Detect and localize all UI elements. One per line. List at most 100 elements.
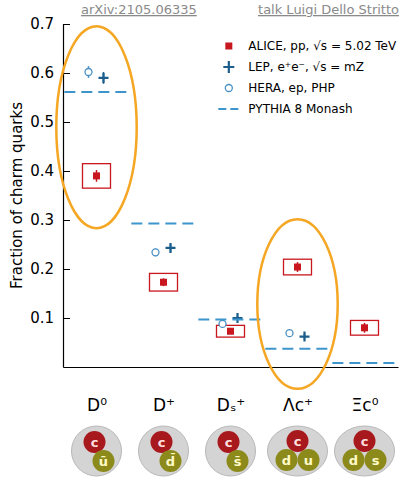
y-tick-mark: [63, 269, 70, 270]
x-tick: D⁺: [153, 367, 175, 415]
legend-label: PYTHIA 8 Monash: [248, 102, 352, 116]
y-tick-label: 0.3: [30, 211, 54, 229]
hadron-blob: [268, 426, 328, 476]
marker: [166, 243, 176, 253]
legend-icon: [225, 85, 232, 92]
marker: [160, 279, 167, 286]
marker: [93, 172, 100, 179]
x-tick-label: Ξc⁰: [352, 395, 379, 415]
y-tick-mark: [63, 171, 70, 172]
highlight-ellipse: [257, 219, 337, 389]
y-tick: 0.1: [30, 309, 70, 327]
x-tick-label: D⁺: [153, 395, 175, 415]
series: [64, 92, 396, 363]
syst-box: [284, 259, 312, 275]
hadron-blob: [335, 426, 395, 476]
quark-label: s: [372, 453, 380, 468]
x-tick: Dₛ⁺: [217, 367, 245, 415]
x-tick: Λc⁺: [283, 367, 313, 415]
marker: [300, 332, 310, 342]
marker: [294, 264, 301, 271]
y-tick: 0.2: [30, 260, 70, 278]
x-tick: Ξc⁰: [352, 367, 379, 415]
y-tick-label: 0.4: [30, 162, 54, 180]
hadron: cds: [335, 426, 395, 476]
x-tick-label: Dₛ⁺: [217, 395, 245, 415]
highlight-ellipse: [56, 26, 136, 228]
legend-icon: [218, 108, 240, 110]
highlights: [56, 26, 337, 389]
legend-entry: PYTHIA 8 Monash: [218, 102, 352, 116]
x-axis: D⁰ D⁺ Dₛ⁺ Λc⁺ Ξc⁰: [64, 367, 399, 415]
quark: [365, 449, 387, 471]
syst-box: [150, 273, 178, 291]
quark: [160, 450, 182, 472]
quark-label: c: [361, 434, 369, 449]
y-tick: 0.4: [30, 162, 70, 180]
quark: [354, 430, 376, 452]
quark-label: c: [294, 434, 302, 449]
quark-label: c: [91, 435, 99, 450]
quark: [84, 431, 106, 453]
legend-icon: [223, 61, 234, 73]
y-tick-mark: [63, 24, 70, 25]
quark: [93, 450, 115, 472]
hadron: cs̄: [206, 426, 256, 476]
x-axis-line: [64, 367, 399, 368]
syst-box: [83, 164, 111, 189]
quark: [151, 431, 173, 453]
model-line: [265, 348, 329, 350]
legend-label: ALICE, pp, √s = 5.02 TeV: [248, 39, 397, 53]
y-tick-label: 0.7: [30, 15, 54, 33]
quark-label: c: [225, 435, 233, 450]
hadron: cdu: [268, 426, 328, 476]
quark: [343, 449, 365, 471]
credit: talk Luigi Dello Stritto: [258, 2, 399, 17]
y-tick: 0.7: [30, 15, 70, 33]
y-tick-mark: [63, 220, 70, 221]
hadron: cū: [72, 426, 122, 476]
quark-label: s̄: [234, 454, 242, 469]
quark-label: c: [158, 435, 166, 450]
chart: arXiv:2105.06335 talk Luigi Dello Stritto…: [0, 0, 405, 483]
y-axis-line: [63, 25, 64, 368]
quark: [298, 449, 320, 471]
quark: [287, 430, 309, 452]
quark: [227, 450, 249, 472]
marker: [152, 249, 159, 256]
marks: [64, 66, 396, 363]
hadron: cd̄: [139, 426, 189, 476]
y-tick: 0.3: [30, 211, 70, 229]
y-tick-label: 0.1: [30, 309, 54, 327]
y-tick-label: 0.5: [30, 113, 54, 131]
legend-label: HERA, ep, PHP: [248, 81, 334, 95]
marker: [233, 313, 243, 323]
quark-label: d̄: [166, 453, 175, 468]
marker: [219, 320, 226, 327]
x-tick: D⁰: [87, 367, 107, 415]
quark-label: ū: [99, 454, 108, 469]
model-line: [198, 318, 262, 320]
syst-box: [351, 320, 379, 335]
source: arXiv:2105.06335: [81, 2, 197, 17]
quark-drawings: cūcd̄cs̄cducds: [72, 426, 395, 476]
model-line: [332, 362, 396, 364]
y-tick-mark: [63, 73, 70, 74]
y-tick: 0.5: [30, 113, 70, 131]
quark-label: d: [282, 453, 291, 468]
hadron-blob: [72, 426, 122, 476]
x-tick-label: Λc⁺: [283, 395, 313, 415]
legend: ALICE, pp, √s = 5.02 TeV LEP, e⁺e⁻, √s = …: [218, 39, 397, 116]
legend-entry: LEP, e⁺e⁻, √s = mZ: [223, 60, 364, 74]
legend-label: LEP, e⁺e⁻, √s = mZ: [248, 60, 364, 74]
marker: [85, 69, 92, 76]
quark: [276, 449, 298, 471]
quark-label: u: [304, 453, 313, 468]
y-axis-title: Fraction of charm quarks: [8, 102, 26, 289]
y-tick-label: 0.2: [30, 260, 54, 278]
quark-label: d: [349, 453, 358, 468]
y-tick-mark: [63, 122, 70, 123]
legend-entry: HERA, ep, PHP: [225, 81, 334, 95]
model-line: [64, 91, 128, 93]
hadron-blob: [206, 426, 256, 476]
